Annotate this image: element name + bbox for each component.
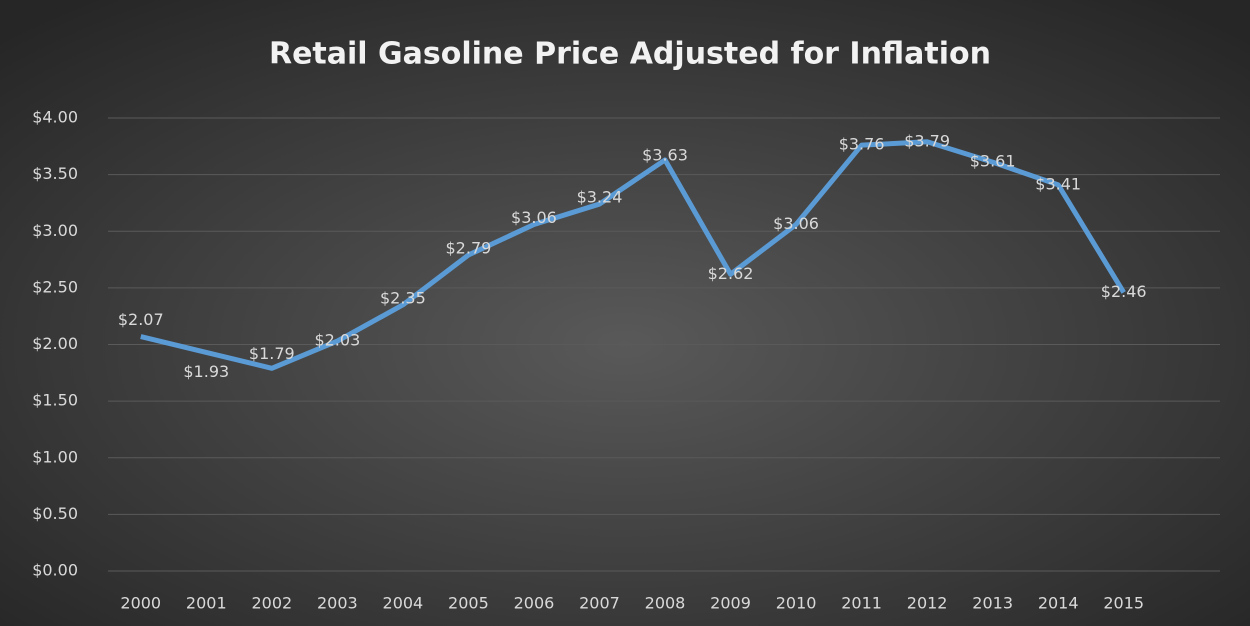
y-tick-label: $3.50 — [32, 164, 78, 183]
data-label: $3.41 — [1035, 174, 1081, 193]
x-tick-label: 2002 — [251, 594, 292, 613]
data-label: $3.76 — [839, 135, 885, 154]
data-label: $2.07 — [118, 310, 164, 329]
data-label: $3.06 — [511, 208, 557, 227]
data-label: $2.46 — [1101, 282, 1147, 301]
x-tick-label: 2011 — [841, 594, 882, 613]
line-series — [140, 139, 1126, 371]
data-label: $2.35 — [380, 288, 426, 307]
x-tick-label: 2009 — [710, 594, 751, 613]
data-label: $1.93 — [183, 362, 229, 381]
y-tick-label: $4.00 — [32, 108, 78, 127]
data-label: $1.79 — [249, 344, 295, 363]
data-label: $3.24 — [577, 188, 623, 207]
x-tick-label: 2010 — [776, 594, 817, 613]
data-label: $2.03 — [314, 331, 360, 350]
data-label: $3.79 — [904, 131, 950, 150]
x-tick-label: 2004 — [383, 594, 424, 613]
x-tick-label: 2001 — [186, 594, 227, 613]
y-tick-label: $3.00 — [32, 221, 78, 240]
data-label: $2.62 — [708, 264, 754, 283]
y-tick-label: $2.00 — [32, 334, 78, 353]
x-tick-label: 2015 — [1103, 594, 1144, 613]
x-tick-label: 2008 — [645, 594, 686, 613]
chart-title: Retail Gasoline Price Adjusted for Infla… — [269, 37, 991, 72]
x-tick-label: 2005 — [448, 594, 489, 613]
y-tick-label: $0.50 — [32, 504, 78, 523]
x-tick-label: 2013 — [972, 594, 1013, 613]
y-tick-label: $1.50 — [32, 391, 78, 410]
y-tick-label: $2.50 — [32, 277, 78, 296]
x-tick-label: 2014 — [1038, 594, 1079, 613]
data-label: $2.79 — [446, 239, 492, 258]
data-label: $3.06 — [773, 214, 819, 233]
y-tick-label: $0.00 — [32, 561, 78, 580]
y-tick-label: $1.00 — [32, 447, 78, 466]
x-tick-label: 2007 — [579, 594, 620, 613]
x-tick-label: 2006 — [514, 594, 555, 613]
data-label: $3.61 — [970, 152, 1016, 171]
x-tick-label: 2003 — [317, 594, 358, 613]
x-tick-label: 2000 — [120, 594, 161, 613]
x-tick-label: 2012 — [907, 594, 948, 613]
data-label: $3.63 — [642, 145, 688, 164]
